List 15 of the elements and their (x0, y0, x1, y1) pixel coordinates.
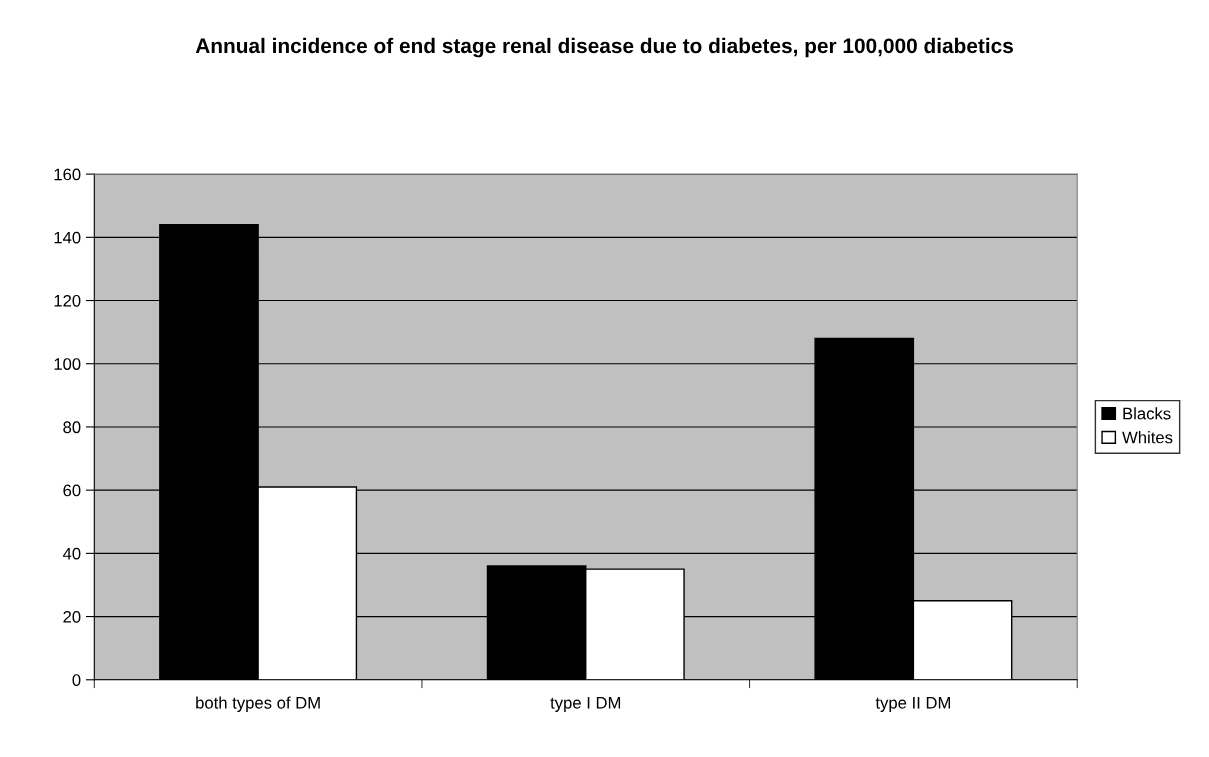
y-tick-label: 80 (63, 421, 81, 434)
legend-label: Blacks (1123, 407, 1171, 420)
x-tick-label: type II DM (875, 697, 951, 712)
legend-label: Whites (1122, 431, 1173, 444)
chart-title: Annual incidence of end stage renal disease due to diabetes, per 100,000 diabetics (195, 37, 1013, 58)
y-tick-label: 120 (54, 294, 81, 307)
y-tick-label: 100 (54, 358, 81, 370)
y-tick-label: 40 (62, 547, 81, 560)
y-tick-label: 160 (54, 168, 81, 181)
x-tick-label: type I DM (550, 697, 621, 712)
y-tick-label: 60 (63, 484, 81, 497)
y-tick-label: 140 (54, 231, 81, 244)
y-tick-label: 20 (63, 610, 81, 623)
x-tick-label: both types of DM (196, 696, 320, 712)
y-tick-label: 0 (72, 674, 81, 686)
